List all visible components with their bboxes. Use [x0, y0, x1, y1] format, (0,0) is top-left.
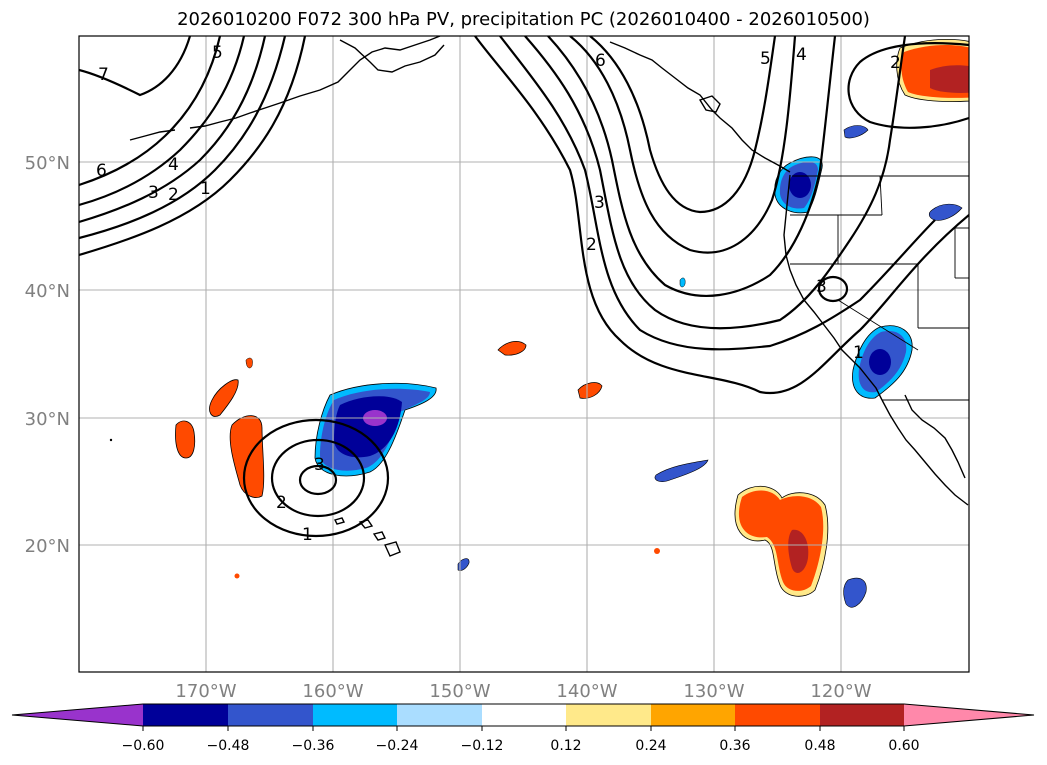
contour-label: 1	[302, 525, 313, 545]
colorbar-segment	[143, 704, 228, 726]
precip-pos-mid	[497, 341, 527, 356]
colorbar-ticks	[142, 726, 905, 731]
contour-label: 2	[168, 185, 179, 205]
precip-neg-small	[654, 459, 709, 482]
longitude-labels: 170°W 160°W 150°W 140°W 130°W 120°W	[175, 681, 871, 702]
contour-label: 4	[796, 45, 807, 65]
colorbar-extend-high	[904, 704, 1034, 726]
precip-neg-small	[843, 125, 869, 139]
contour-label: 3	[594, 193, 605, 213]
colorbar-segment	[482, 704, 566, 726]
colorbar-tick-label: 0.36	[719, 738, 750, 754]
contour-label: 3	[816, 277, 827, 297]
precip-neg-pnw	[774, 156, 823, 214]
colorbar-segment	[313, 704, 397, 726]
colorbar: −0.60 −0.48 −0.36 −0.24 −0.12 0.12 0.24 …	[11, 703, 1035, 754]
lon-label: 150°W	[429, 681, 490, 702]
colorbar-segment	[566, 704, 651, 726]
precip-neg-small	[679, 277, 686, 288]
contour-label: 3	[148, 183, 159, 203]
precip-neg-small	[928, 203, 963, 221]
precip-pos-west	[245, 357, 253, 369]
precip-pos-dot	[654, 548, 660, 554]
colorbar-tick-label: −0.36	[292, 738, 335, 754]
pv-contour-labels: 7 5 6 4 3 2 1 6 5 4 3 2 2 3 1 3 2 1	[96, 43, 901, 545]
precip-pos-west	[175, 420, 196, 459]
colorbar-segment	[735, 704, 820, 726]
precip-neg-socal	[852, 325, 913, 399]
lon-label: 130°W	[683, 681, 744, 702]
precip-shading	[175, 38, 969, 608]
political-borders	[790, 175, 969, 401]
contour-label: 6	[96, 161, 107, 181]
map-title: 2026010200 F072 300 hPa PV, precipitatio…	[177, 9, 870, 30]
contour-label: 4	[168, 155, 179, 175]
contour-label: 2	[586, 235, 597, 255]
contour-label: 3	[314, 455, 325, 475]
map-frame	[78, 35, 970, 673]
pv-contours	[79, 36, 969, 538]
precip-pos-canada	[896, 38, 969, 102]
lon-label: 170°W	[175, 681, 236, 702]
colorbar-tick-label: 0.12	[550, 738, 581, 754]
contour-label: 2	[890, 53, 901, 73]
colorbar-segment	[228, 704, 313, 726]
precip-pos-west	[209, 379, 239, 417]
contour-label: 5	[760, 49, 771, 69]
colorbar-segment	[651, 704, 735, 726]
colorbar-tick-label: −0.60	[122, 738, 165, 754]
coastlines	[109, 36, 969, 557]
contour-label: 5	[212, 43, 223, 63]
contour-label: 6	[595, 51, 606, 71]
contour-label: 7	[98, 65, 109, 85]
colorbar-tick-label: −0.24	[376, 738, 419, 754]
contour-label: 1	[853, 343, 864, 363]
precip-pos-dot	[234, 573, 240, 579]
colorbar-tick-label: −0.48	[207, 738, 250, 754]
latitude-labels: 50°N 40°N 30°N 20°N	[25, 153, 70, 557]
map-plot-area: 7 5 6 4 3 2 1 6 5 4 3 2 2 3 1 3 2 1	[79, 36, 969, 672]
contour-label: 2	[276, 493, 287, 513]
lat-label: 40°N	[25, 281, 70, 302]
precip-neg-hawaii	[314, 382, 437, 477]
lat-label: 30°N	[25, 409, 70, 430]
lat-label: 20°N	[25, 536, 70, 557]
lat-label: 50°N	[25, 153, 70, 174]
colorbar-tick-label: 0.24	[635, 738, 666, 754]
precip-pos-subtropical	[734, 485, 829, 597]
colorbar-tick-label: 0.60	[888, 738, 919, 754]
lon-label: 140°W	[556, 681, 617, 702]
lon-label: 160°W	[302, 681, 363, 702]
colorbar-segment	[397, 704, 482, 726]
colorbar-tick-label: 0.48	[804, 738, 835, 754]
colorbar-extend-low	[12, 704, 143, 726]
precip-pos-mid	[577, 382, 603, 399]
graticule	[79, 36, 969, 672]
precip-pos-west	[229, 415, 265, 498]
precip-neg-small	[843, 577, 867, 608]
colorbar-segment	[820, 704, 904, 726]
lon-label: 120°W	[810, 681, 871, 702]
contour-label: 1	[200, 179, 211, 199]
colorbar-tick-label: −0.12	[461, 738, 504, 754]
